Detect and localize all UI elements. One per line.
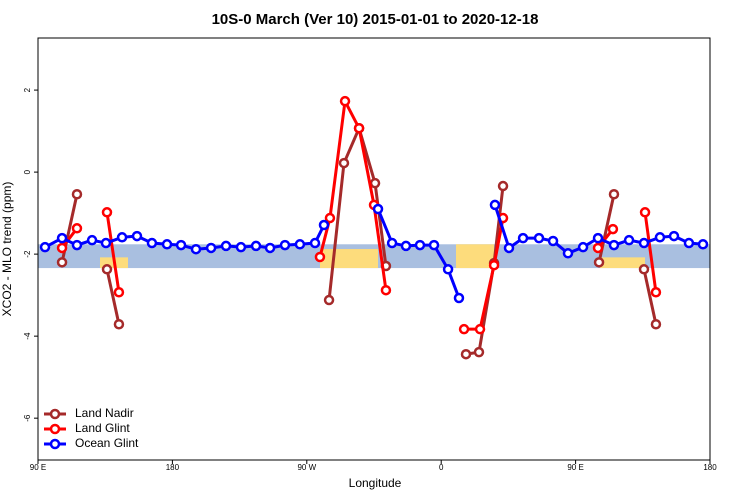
point [101, 207, 113, 218]
point [414, 239, 426, 251]
point [400, 240, 412, 252]
point [113, 287, 125, 298]
point [372, 203, 384, 215]
point [386, 237, 398, 249]
legend-label: Land Glint [75, 421, 130, 435]
point [56, 257, 68, 268]
point [442, 264, 454, 275]
x-tick-label: 90 W [297, 463, 316, 472]
point [146, 237, 158, 249]
legend-label: Land Nadir [75, 406, 134, 420]
x-tick-label: 90 E [567, 463, 583, 472]
point [116, 232, 128, 243]
point [650, 319, 662, 330]
point [473, 346, 485, 358]
point [638, 264, 650, 275]
point [460, 348, 472, 360]
point [547, 235, 559, 247]
point [220, 240, 232, 252]
x-tick-label: 180 [166, 463, 180, 472]
point [205, 242, 217, 254]
point [71, 239, 83, 251]
point [654, 232, 666, 243]
point [608, 189, 620, 200]
point [190, 243, 202, 255]
point [294, 239, 306, 250]
point [488, 259, 500, 271]
point [683, 237, 695, 249]
point [428, 239, 440, 251]
point [474, 323, 486, 335]
point [458, 323, 470, 335]
point [56, 242, 68, 254]
point [489, 199, 501, 211]
point [497, 180, 509, 192]
point [131, 230, 143, 242]
legend-marker [49, 423, 61, 435]
point [650, 287, 662, 298]
point [279, 239, 291, 251]
point [71, 223, 83, 234]
point [697, 239, 709, 250]
point [314, 251, 326, 263]
y-axis-label: XCO2 - MLO trend (ppm) [0, 182, 14, 317]
point [338, 157, 350, 169]
legend-marker [49, 408, 61, 420]
point [113, 319, 125, 330]
point [309, 237, 321, 249]
point [503, 242, 515, 254]
point [71, 189, 83, 200]
point [369, 177, 381, 189]
y-tick-label: -2 [23, 250, 32, 258]
point [517, 232, 529, 244]
point [101, 264, 113, 275]
point [453, 292, 465, 304]
point [100, 237, 112, 249]
x-axis-label: Longitude [349, 476, 402, 490]
land-patch [600, 257, 645, 269]
point [175, 239, 187, 251]
x-tick-label: 0 [439, 463, 444, 472]
point [56, 232, 68, 244]
point [593, 257, 605, 268]
point [562, 248, 574, 259]
point [638, 237, 650, 249]
point [250, 240, 262, 252]
x-tick-label: 180 [703, 463, 717, 472]
point [161, 239, 173, 250]
point [607, 223, 619, 235]
point [86, 234, 98, 246]
point [380, 284, 392, 296]
point [639, 207, 651, 218]
chart-title: 10S-0 March (Ver 10) 2015-01-01 to 2020-… [212, 11, 539, 28]
legend-marker [49, 438, 61, 450]
point [608, 239, 620, 251]
point [39, 241, 51, 253]
point [592, 232, 604, 244]
point [577, 241, 589, 253]
land-patch [320, 249, 378, 269]
x-tick-label: 90 E [30, 463, 46, 472]
point [533, 232, 545, 244]
point [324, 212, 336, 224]
point [235, 241, 247, 253]
y-tick-label: -4 [23, 332, 32, 340]
point [339, 95, 351, 107]
y-tick-label: -6 [23, 414, 32, 422]
y-tick-label: 0 [23, 169, 32, 174]
point [264, 242, 276, 254]
land-patch [456, 244, 494, 269]
point [592, 242, 604, 254]
y-tick-label: 2 [23, 87, 32, 92]
point [323, 294, 335, 306]
plot-frame [37, 37, 711, 461]
series-line [60, 96, 658, 331]
point [623, 234, 635, 246]
point [668, 230, 680, 242]
point [318, 219, 330, 231]
legend-label: Ocean Glint [75, 436, 139, 450]
point [353, 122, 365, 134]
